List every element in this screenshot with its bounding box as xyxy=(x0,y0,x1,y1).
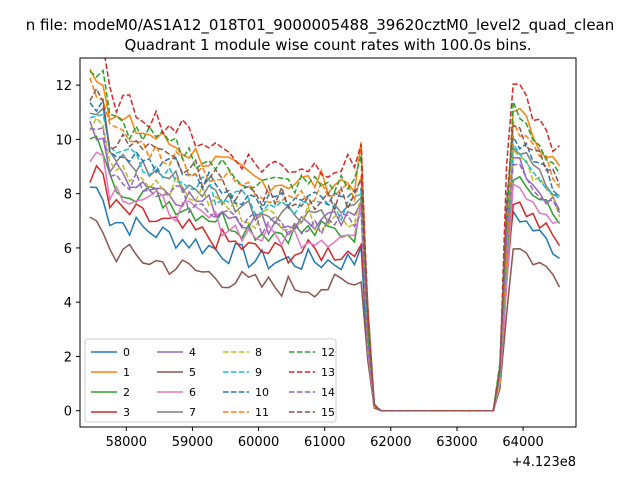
legend-label-2: 2 xyxy=(123,386,130,399)
chart-suptitle: n file: modeM0/AS1A12_018T01_9000005488_… xyxy=(26,16,615,35)
y-tick-label: 12 xyxy=(55,79,72,94)
legend-label-6: 6 xyxy=(189,386,196,399)
y-tick-label: 8 xyxy=(64,188,72,203)
legend-label-4: 4 xyxy=(189,346,196,359)
legend-label-9: 9 xyxy=(255,366,262,379)
y-tick-label: 6 xyxy=(64,242,72,257)
x-tick-label: 60000 xyxy=(238,435,279,450)
axes-frame xyxy=(79,57,577,428)
legend-label-3: 3 xyxy=(123,406,130,419)
legend-label-10: 10 xyxy=(255,386,269,399)
x-tick-label: 64000 xyxy=(502,435,543,450)
legend-label-1: 1 xyxy=(123,366,130,379)
legend-label-8: 8 xyxy=(255,346,262,359)
legend-label-7: 7 xyxy=(189,406,196,419)
legend-label-13: 13 xyxy=(321,366,335,379)
chart-title: Quadrant 1 module wise count rates with … xyxy=(124,36,531,54)
x-axis: 58000 59000 60000 61000 62000 63000 64000 xyxy=(106,427,544,450)
x-tick-label: 62000 xyxy=(370,435,411,450)
legend-label-14: 14 xyxy=(321,386,335,399)
x-tick-label: 63000 xyxy=(436,435,477,450)
legend-label-12: 12 xyxy=(321,346,335,359)
y-axis: 0 2 4 6 8 10 12 xyxy=(55,79,80,420)
legend-box xyxy=(84,338,337,423)
y-tick-label: 4 xyxy=(64,296,72,311)
y-tick-label: 10 xyxy=(55,133,72,148)
legend-label-15: 15 xyxy=(321,406,335,419)
x-axis-offset-label: +4.123e8 xyxy=(512,455,576,470)
x-tick-label: 58000 xyxy=(106,435,147,450)
legend-label-0: 0 xyxy=(123,346,130,359)
y-tick-label: 2 xyxy=(64,350,72,365)
y-tick-label: 0 xyxy=(64,405,72,420)
x-tick-label: 59000 xyxy=(172,435,213,450)
legend-label-5: 5 xyxy=(189,366,196,379)
series-line-15 xyxy=(89,87,561,412)
plot-lines xyxy=(89,58,561,412)
x-tick-label: 61000 xyxy=(304,435,345,450)
legend-label-11: 11 xyxy=(255,406,269,419)
